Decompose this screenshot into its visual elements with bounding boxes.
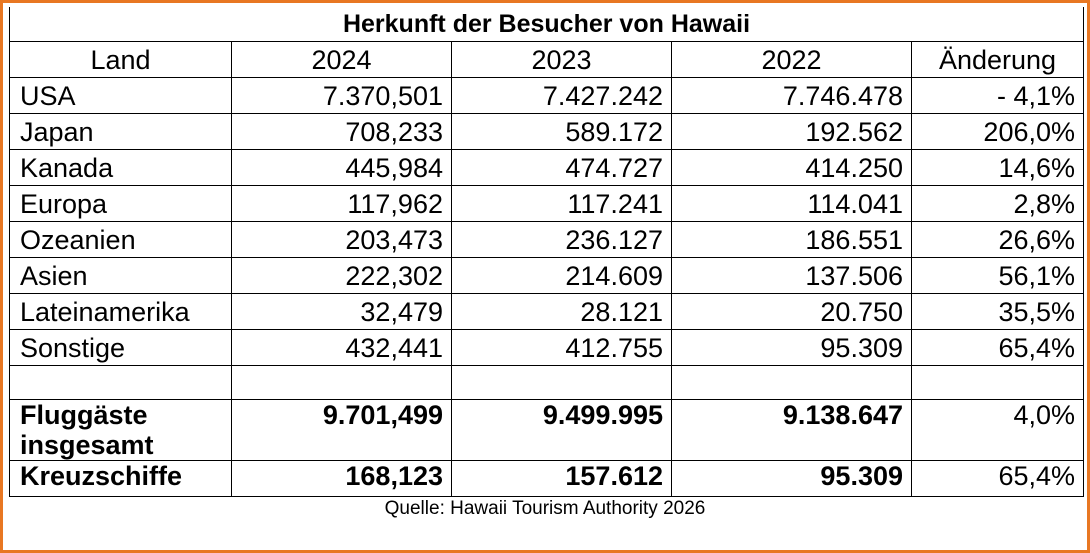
row-label: Fluggäste insgesamt — [9, 399, 232, 461]
data-row: USA 7.370,501 7.427.242 7.746.478- 4,1% — [9, 77, 1084, 114]
total-row: Kreuzschiffe 168,123 157.612 95.309 65,4% — [9, 460, 1084, 497]
cell: 236.127 — [451, 221, 672, 258]
cell: 14,6% — [911, 149, 1084, 186]
cell: 117.241 — [451, 185, 672, 222]
row-label: Lateinamerika — [9, 293, 232, 330]
cell: 708,233 — [231, 113, 452, 150]
data-row: Lateinamerika 32,479 28.121 20.750 35,5% — [9, 293, 1084, 330]
column-header: 2023 — [451, 41, 672, 78]
cell: 414.250 — [671, 149, 912, 186]
cell: 9.701,499 — [231, 399, 452, 461]
row-label: Ozeanien — [9, 221, 232, 258]
cell: 168,123 — [231, 460, 452, 497]
cell: 65,4% — [911, 329, 1084, 366]
cell: 114.041 — [671, 185, 912, 222]
cell: 4,0% — [911, 399, 1084, 461]
column-header: 2024 — [231, 41, 452, 78]
column-header: Änderung — [911, 41, 1084, 78]
row-label: Europa — [9, 185, 232, 222]
empty-cell — [231, 365, 452, 400]
data-row: Japan 708,233 589.172 192.562 206,0% — [9, 113, 1084, 150]
cell: 35,5% — [911, 293, 1084, 330]
cell: 589.172 — [451, 113, 672, 150]
cell: 412.755 — [451, 329, 672, 366]
cell: 203,473 — [231, 221, 452, 258]
spacer-row — [9, 365, 1084, 400]
cell: 9.499.995 — [451, 399, 672, 461]
cell: 7.370,501 — [231, 77, 452, 114]
row-label: USA — [9, 77, 232, 114]
cell: 65,4% — [911, 460, 1084, 497]
column-header: Land — [9, 41, 232, 78]
cell: 137.506 — [671, 257, 912, 294]
source-note: Quelle: Hawaii Tourism Authority 2026 — [384, 498, 706, 519]
cell: 474.727 — [451, 149, 672, 186]
data-row: Asien 222,302 214.609 137.506 56,1% — [9, 257, 1084, 294]
cell: 117,962 — [231, 185, 452, 222]
data-row: Sonstige 432,441 412.755 95.309 65,4% — [9, 329, 1084, 366]
row-label: Kanada — [9, 149, 232, 186]
cell: - 4,1% — [911, 77, 1084, 114]
cell: 157.612 — [451, 460, 672, 497]
row-label: Japan — [9, 113, 232, 150]
row-label: Sonstige — [9, 329, 232, 366]
cell: 222,302 — [231, 257, 452, 294]
cell: 214.609 — [451, 257, 672, 294]
cell: 9.138.647 — [671, 399, 912, 461]
cell: 95.309 — [671, 460, 912, 497]
cell: 28.121 — [451, 293, 672, 330]
cell: 26,6% — [911, 221, 1084, 258]
cell: 445,984 — [231, 149, 452, 186]
empty-cell — [9, 365, 232, 400]
header-row: Land 2024 2023 2022 Änderung — [9, 41, 1084, 78]
column-header: 2022 — [671, 41, 912, 78]
empty-cell — [671, 365, 912, 400]
data-row: Europa 117,962 117.241 114.041 2,8% — [9, 185, 1084, 222]
cell: 56,1% — [911, 257, 1084, 294]
cell: 7.746.478 — [671, 77, 912, 114]
data-row: Kanada 445,984 474.727 414.250 14,6% — [9, 149, 1084, 186]
cell: 432,441 — [231, 329, 452, 366]
cell: 2,8% — [911, 185, 1084, 222]
row-label: Kreuzschiffe — [9, 460, 232, 497]
cell: 7.427.242 — [451, 77, 672, 114]
data-row: Ozeanien 203,473 236.127 186.551 26,6% — [9, 221, 1084, 258]
empty-cell — [911, 365, 1084, 400]
table-title: Herkunft der Besucher von Hawaii — [9, 7, 1084, 42]
cell: 186.551 — [671, 221, 912, 258]
row-label: Asien — [9, 257, 232, 294]
cell: 192.562 — [671, 113, 912, 150]
cell: 20.750 — [671, 293, 912, 330]
cell: 32,479 — [231, 293, 452, 330]
table: Herkunft der Besucher von Hawaii Land 202… — [9, 7, 1084, 497]
empty-cell — [451, 365, 672, 400]
cell: 206,0% — [911, 113, 1084, 150]
total-row: Fluggäste insgesamt 9.701,499 9.499.995 9.1… — [9, 399, 1084, 461]
cell: 95.309 — [671, 329, 912, 366]
